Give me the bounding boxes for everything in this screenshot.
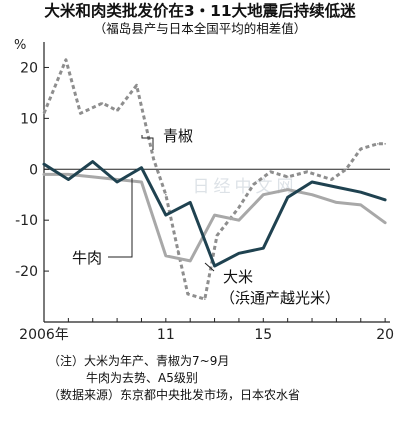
series-point-2	[262, 193, 265, 196]
series-point-1	[269, 171, 272, 173]
series-point-1	[79, 112, 82, 115]
series-label-dami: 大米	[223, 268, 253, 286]
series-point-1	[306, 171, 308, 173]
series-point-2	[189, 260, 191, 262]
series-point-2	[335, 201, 338, 204]
series-point-1	[330, 178, 333, 181]
series-point-2	[286, 188, 289, 191]
series-point-0	[238, 252, 240, 255]
leader-line-qingjiao	[141, 135, 154, 150]
series-point-0	[311, 181, 313, 183]
series-line-1	[42, 58, 386, 301]
y-tick-label: -10	[15, 213, 38, 229]
series-point-1	[252, 183, 255, 186]
y-tick-label: 20	[20, 60, 38, 76]
x-tick-label: 20	[376, 327, 394, 343]
series-point-1	[101, 102, 104, 104]
series-point-1	[238, 206, 240, 209]
series-point-1	[204, 298, 206, 300]
series-point-0	[335, 186, 338, 188]
series-point-0	[91, 160, 94, 163]
series-point-2	[91, 176, 94, 178]
leader-line-niurou	[108, 178, 133, 258]
series-point-1	[216, 234, 218, 237]
series-point-2	[311, 193, 313, 196]
series-point-0	[359, 191, 362, 193]
source-note: （数据来源）东京都中央批发市场，日本农水省	[48, 388, 301, 402]
series-label-dami-detail: （浜通产越光米）	[220, 289, 340, 307]
y-unit-label: %	[14, 38, 26, 53]
series-point-1	[165, 193, 167, 196]
series-point-2	[384, 221, 386, 224]
series-point-2	[359, 204, 362, 206]
series-point-1	[384, 143, 386, 145]
series-point-1	[186, 293, 189, 295]
x-tick-label: 2006年	[19, 327, 69, 343]
page-title: 大米和肉类批发价在3・11大地震后持续低迷	[44, 2, 356, 20]
series-point-1	[359, 148, 362, 150]
series-point-1	[286, 176, 289, 178]
note-line-1: （注）大米为年产、青椒为7~9月	[48, 354, 230, 368]
series-point-0	[116, 181, 118, 183]
y-tick-label: 10	[20, 111, 38, 127]
series-point-1	[177, 249, 179, 252]
series-point-2	[238, 219, 240, 221]
series-point-0	[43, 163, 45, 165]
series-point-0	[189, 201, 191, 204]
series-point-1	[43, 112, 45, 115]
series-label-qingjiao: 青椒	[163, 127, 193, 145]
series-point-2	[67, 173, 70, 176]
series-point-1	[116, 109, 118, 112]
y-tick-label: -20	[15, 264, 38, 280]
series-point-0	[262, 247, 265, 249]
x-tick-label: 15	[254, 327, 272, 343]
series-point-0	[213, 265, 216, 267]
leader-line-dami	[204, 262, 215, 272]
series-point-1	[135, 84, 138, 87]
series-point-2	[43, 173, 45, 176]
series-point-0	[286, 196, 289, 199]
series-point-1	[152, 158, 155, 160]
watermark: 日经中文网	[193, 177, 298, 197]
series-point-0	[165, 214, 167, 216]
series-point-2	[213, 214, 216, 216]
x-tick-label: 11	[157, 327, 175, 343]
y-tick-label: 0	[29, 162, 38, 178]
series-point-2	[165, 255, 167, 257]
page-subtitle: （福岛县产与日本全国平均的相差值）	[93, 21, 307, 36]
series-point-0	[384, 199, 386, 201]
series-point-0	[67, 178, 70, 181]
series-point-2	[140, 181, 143, 183]
series-point-1	[345, 168, 347, 171]
series-point-1	[377, 143, 379, 145]
series-point-0	[140, 166, 143, 169]
series-point-1	[65, 59, 67, 61]
note-line-2: 牛肉为去势、A5级别	[86, 371, 198, 385]
series-label-niurou: 牛肉	[72, 249, 102, 267]
